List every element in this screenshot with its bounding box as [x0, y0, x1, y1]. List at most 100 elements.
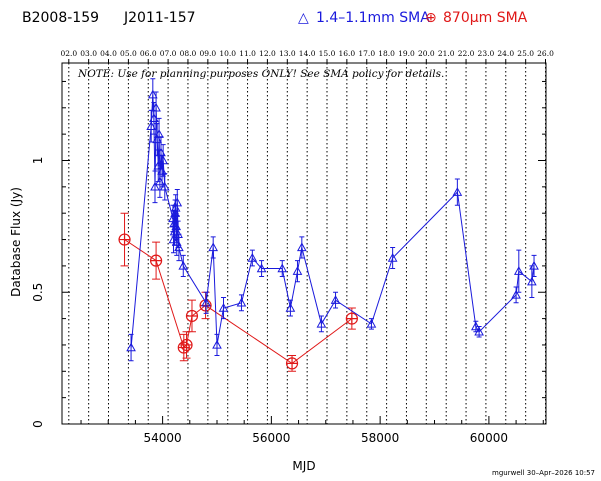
error-bar — [299, 236, 305, 259]
error-bar — [318, 315, 324, 333]
top-year-label: 08.0 — [180, 49, 197, 58]
data-point-triangle — [387, 252, 398, 262]
series-line — [124, 239, 353, 365]
data-point-triangle — [256, 263, 267, 273]
top-year-label: 11.0 — [239, 49, 256, 58]
data-point-triangle — [236, 297, 247, 307]
data-point-cross — [119, 234, 131, 246]
data-point-triangle — [157, 166, 167, 175]
error-bar — [203, 291, 209, 314]
error-bar — [249, 249, 255, 267]
data-point-triangle — [529, 260, 539, 270]
data-point-triangle — [277, 263, 288, 273]
error-bar — [238, 294, 244, 312]
x-tick-label: 60000 — [470, 431, 508, 445]
top-year-label: 18.0 — [378, 49, 395, 58]
x-tick-label: 56000 — [252, 431, 290, 445]
data-point-cross — [346, 313, 358, 325]
legend-red-marker: ⊕ — [425, 10, 437, 26]
data-point-triangle — [146, 121, 157, 130]
data-point-triangle — [527, 276, 537, 286]
data-point-triangle — [151, 102, 161, 112]
data-point-circle-plus — [345, 312, 358, 325]
data-point-triangle — [158, 155, 169, 165]
data-point-circle-plus — [180, 338, 193, 352]
data-point-triangle — [208, 242, 219, 252]
series-1mm — [126, 78, 539, 362]
data-point-triangle — [174, 242, 184, 252]
top-year-label: 23.0 — [478, 49, 495, 58]
top-year-label: 19.0 — [398, 49, 415, 58]
top-year-label: 12.0 — [259, 49, 276, 58]
plot-frame — [61, 62, 547, 425]
data-point-triangle — [316, 318, 327, 328]
x-tick-label: 54000 — [144, 431, 182, 445]
planning-note: NOTE: Use for planning purposes ONLY! Se… — [77, 68, 444, 80]
top-year-label: 26.0 — [537, 49, 554, 58]
data-point-triangle — [159, 181, 170, 191]
error-bar — [221, 297, 227, 320]
top-year-label: 20.0 — [418, 49, 435, 58]
y-tick-label: 0 — [31, 420, 45, 428]
top-year-label: 06.0 — [140, 49, 157, 58]
footer-credit: mgurwell 30–Apr–2026 10:57 — [492, 469, 595, 477]
error-bar — [516, 249, 522, 293]
top-year-label: 16.0 — [339, 49, 356, 58]
data-point-cross — [286, 357, 298, 369]
data-point-triangle — [513, 266, 524, 275]
axis-ticks: 54000 56000 58000 60000 0 0.5 1 — [31, 80, 546, 445]
top-year-label: 21.0 — [438, 49, 455, 58]
error-bar — [174, 188, 180, 217]
data-point-triangle — [511, 289, 521, 299]
data-point-cross — [186, 310, 198, 322]
error-bar — [152, 170, 158, 204]
data-point-triangle — [285, 303, 296, 312]
top-year-label: 07.0 — [160, 49, 177, 58]
data-point-circle-plus — [118, 233, 131, 246]
data-point-triangle — [474, 326, 484, 336]
data-point-triangle — [247, 252, 258, 262]
legend-red-label: 870μm SMA — [443, 10, 528, 26]
data-point-triangle — [212, 339, 222, 349]
error-bar — [210, 236, 216, 259]
data-point-triangle — [178, 260, 189, 270]
source-name: B2008-159 — [22, 10, 99, 26]
data-point-triangle — [218, 303, 229, 312]
error-bar — [454, 178, 460, 206]
error-bar — [390, 246, 396, 270]
data-point-triangle — [201, 297, 211, 307]
error-bar — [333, 291, 339, 309]
data-point-triangle — [172, 197, 183, 207]
series-870um — [118, 212, 358, 372]
data-point-triangle — [330, 295, 341, 304]
data-point-circle-plus — [285, 357, 299, 370]
top-year-label: 15.0 — [319, 49, 336, 58]
top-year-axis: 02.0 03.0 04.0 05.0 06.0 07.0 08.0 09.0 10.0 11.0… — [60, 49, 554, 63]
top-year-label: 04.0 — [100, 49, 117, 58]
error-bar — [294, 260, 300, 283]
data-point-triangle — [126, 342, 136, 352]
error-bar — [259, 260, 265, 277]
alt-name: J2011-157 — [123, 10, 196, 26]
top-year-label: 03.0 — [80, 49, 97, 58]
top-year-label: 05.0 — [120, 49, 137, 58]
y-tick-label: 0.5 — [31, 283, 45, 302]
x-axis-title: MJD — [292, 459, 315, 473]
y-axis-title: Database Flux (Jy) — [9, 187, 23, 297]
data-point-triangle — [366, 318, 377, 328]
error-bar — [531, 254, 537, 277]
top-year-label: 09.0 — [200, 49, 217, 58]
top-year-label: 10.0 — [219, 49, 236, 58]
data-point-triangle — [147, 89, 158, 99]
error-bar — [513, 286, 519, 304]
data-point-cross — [150, 255, 162, 267]
y-tick-label: 1 — [31, 157, 45, 165]
data-point-cross — [181, 339, 193, 351]
top-year-label: 13.0 — [279, 49, 296, 58]
error-bar — [176, 233, 182, 262]
data-point-triangle — [296, 242, 307, 252]
data-point-triangle — [292, 266, 303, 275]
top-year-label: 24.0 — [497, 49, 514, 58]
data-point-circle-plus — [185, 309, 199, 323]
